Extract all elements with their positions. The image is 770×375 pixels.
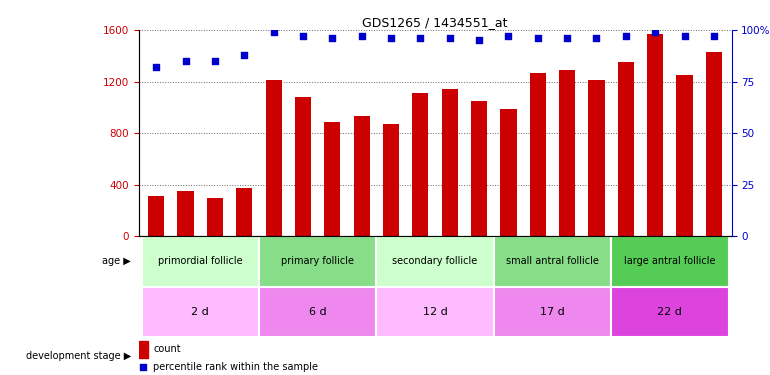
Bar: [442, 89, 458, 236]
Point: [561, 35, 574, 41]
Point: [444, 35, 456, 41]
Bar: [148, 196, 164, 236]
Bar: [471, 101, 487, 236]
Point: [267, 29, 280, 35]
Bar: [236, 188, 253, 236]
Point: [678, 33, 691, 39]
Text: percentile rank within the sample: percentile rank within the sample: [153, 362, 319, 372]
Bar: [559, 70, 575, 236]
Bar: [611, 286, 728, 337]
Bar: [353, 116, 370, 236]
Bar: [494, 286, 611, 337]
Point: [649, 29, 661, 35]
Point: [137, 364, 149, 370]
Text: 6 d: 6 d: [309, 307, 326, 316]
Text: secondary follicle: secondary follicle: [393, 256, 477, 267]
Point: [620, 33, 632, 39]
Point: [414, 35, 427, 41]
Title: GDS1265 / 1434551_at: GDS1265 / 1434551_at: [363, 16, 507, 29]
Bar: [412, 93, 428, 236]
Bar: [618, 62, 634, 236]
Point: [385, 35, 397, 41]
Point: [150, 64, 162, 70]
Bar: [377, 286, 494, 337]
Bar: [677, 75, 692, 236]
Point: [708, 33, 720, 39]
Point: [179, 58, 192, 64]
Bar: [500, 110, 517, 236]
Text: 22 d: 22 d: [658, 307, 682, 316]
Text: development stage ▶: development stage ▶: [25, 351, 131, 361]
Bar: [142, 286, 259, 337]
Point: [356, 33, 368, 39]
Text: 17 d: 17 d: [540, 307, 565, 316]
Bar: [324, 122, 340, 236]
Text: count: count: [153, 344, 181, 354]
Bar: [259, 236, 377, 286]
Point: [326, 35, 339, 41]
Text: small antral follicle: small antral follicle: [506, 256, 599, 267]
Point: [209, 58, 221, 64]
Point: [238, 52, 250, 58]
Bar: [142, 236, 259, 286]
Bar: [494, 236, 611, 286]
Text: 12 d: 12 d: [423, 307, 447, 316]
Text: primary follicle: primary follicle: [281, 256, 354, 267]
Text: primordial follicle: primordial follicle: [158, 256, 243, 267]
Bar: [178, 190, 193, 236]
Point: [531, 35, 544, 41]
Point: [296, 33, 309, 39]
Bar: [647, 34, 663, 236]
Point: [473, 38, 485, 44]
Bar: [706, 52, 722, 236]
Bar: [207, 198, 223, 236]
Bar: [295, 97, 311, 236]
Text: large antral follicle: large antral follicle: [624, 256, 715, 267]
Bar: [259, 286, 377, 337]
Text: age ▶: age ▶: [102, 256, 131, 267]
Text: 2 d: 2 d: [192, 307, 209, 316]
Bar: [377, 236, 494, 286]
Point: [502, 33, 514, 39]
Bar: [611, 236, 728, 286]
Bar: [530, 73, 546, 236]
Point: [591, 35, 603, 41]
Bar: [383, 124, 399, 236]
Bar: [139, 340, 148, 358]
Bar: [588, 80, 604, 236]
Bar: [266, 80, 282, 236]
